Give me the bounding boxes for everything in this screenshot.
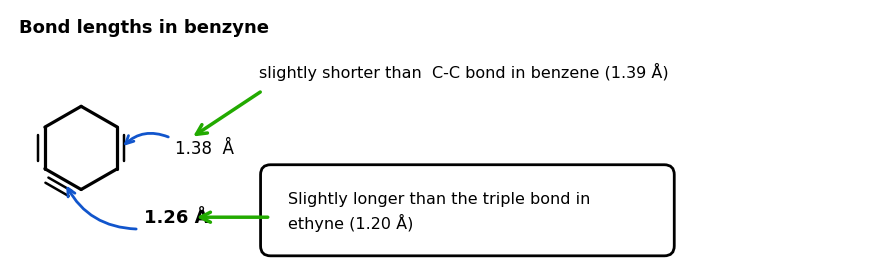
Text: Bond lengths in benzyne: Bond lengths in benzyne xyxy=(19,19,269,37)
Text: Slightly longer than the triple bond in: Slightly longer than the triple bond in xyxy=(289,192,590,207)
Text: 1.38  Å: 1.38 Å xyxy=(175,140,234,158)
FancyBboxPatch shape xyxy=(260,165,674,256)
Text: ethyne (1.20 Å): ethyne (1.20 Å) xyxy=(289,214,414,232)
Text: slightly shorter than  C-C bond in benzene (1.39 Å): slightly shorter than C-C bond in benzen… xyxy=(259,63,668,81)
Text: 1.26 Å: 1.26 Å xyxy=(144,209,209,227)
